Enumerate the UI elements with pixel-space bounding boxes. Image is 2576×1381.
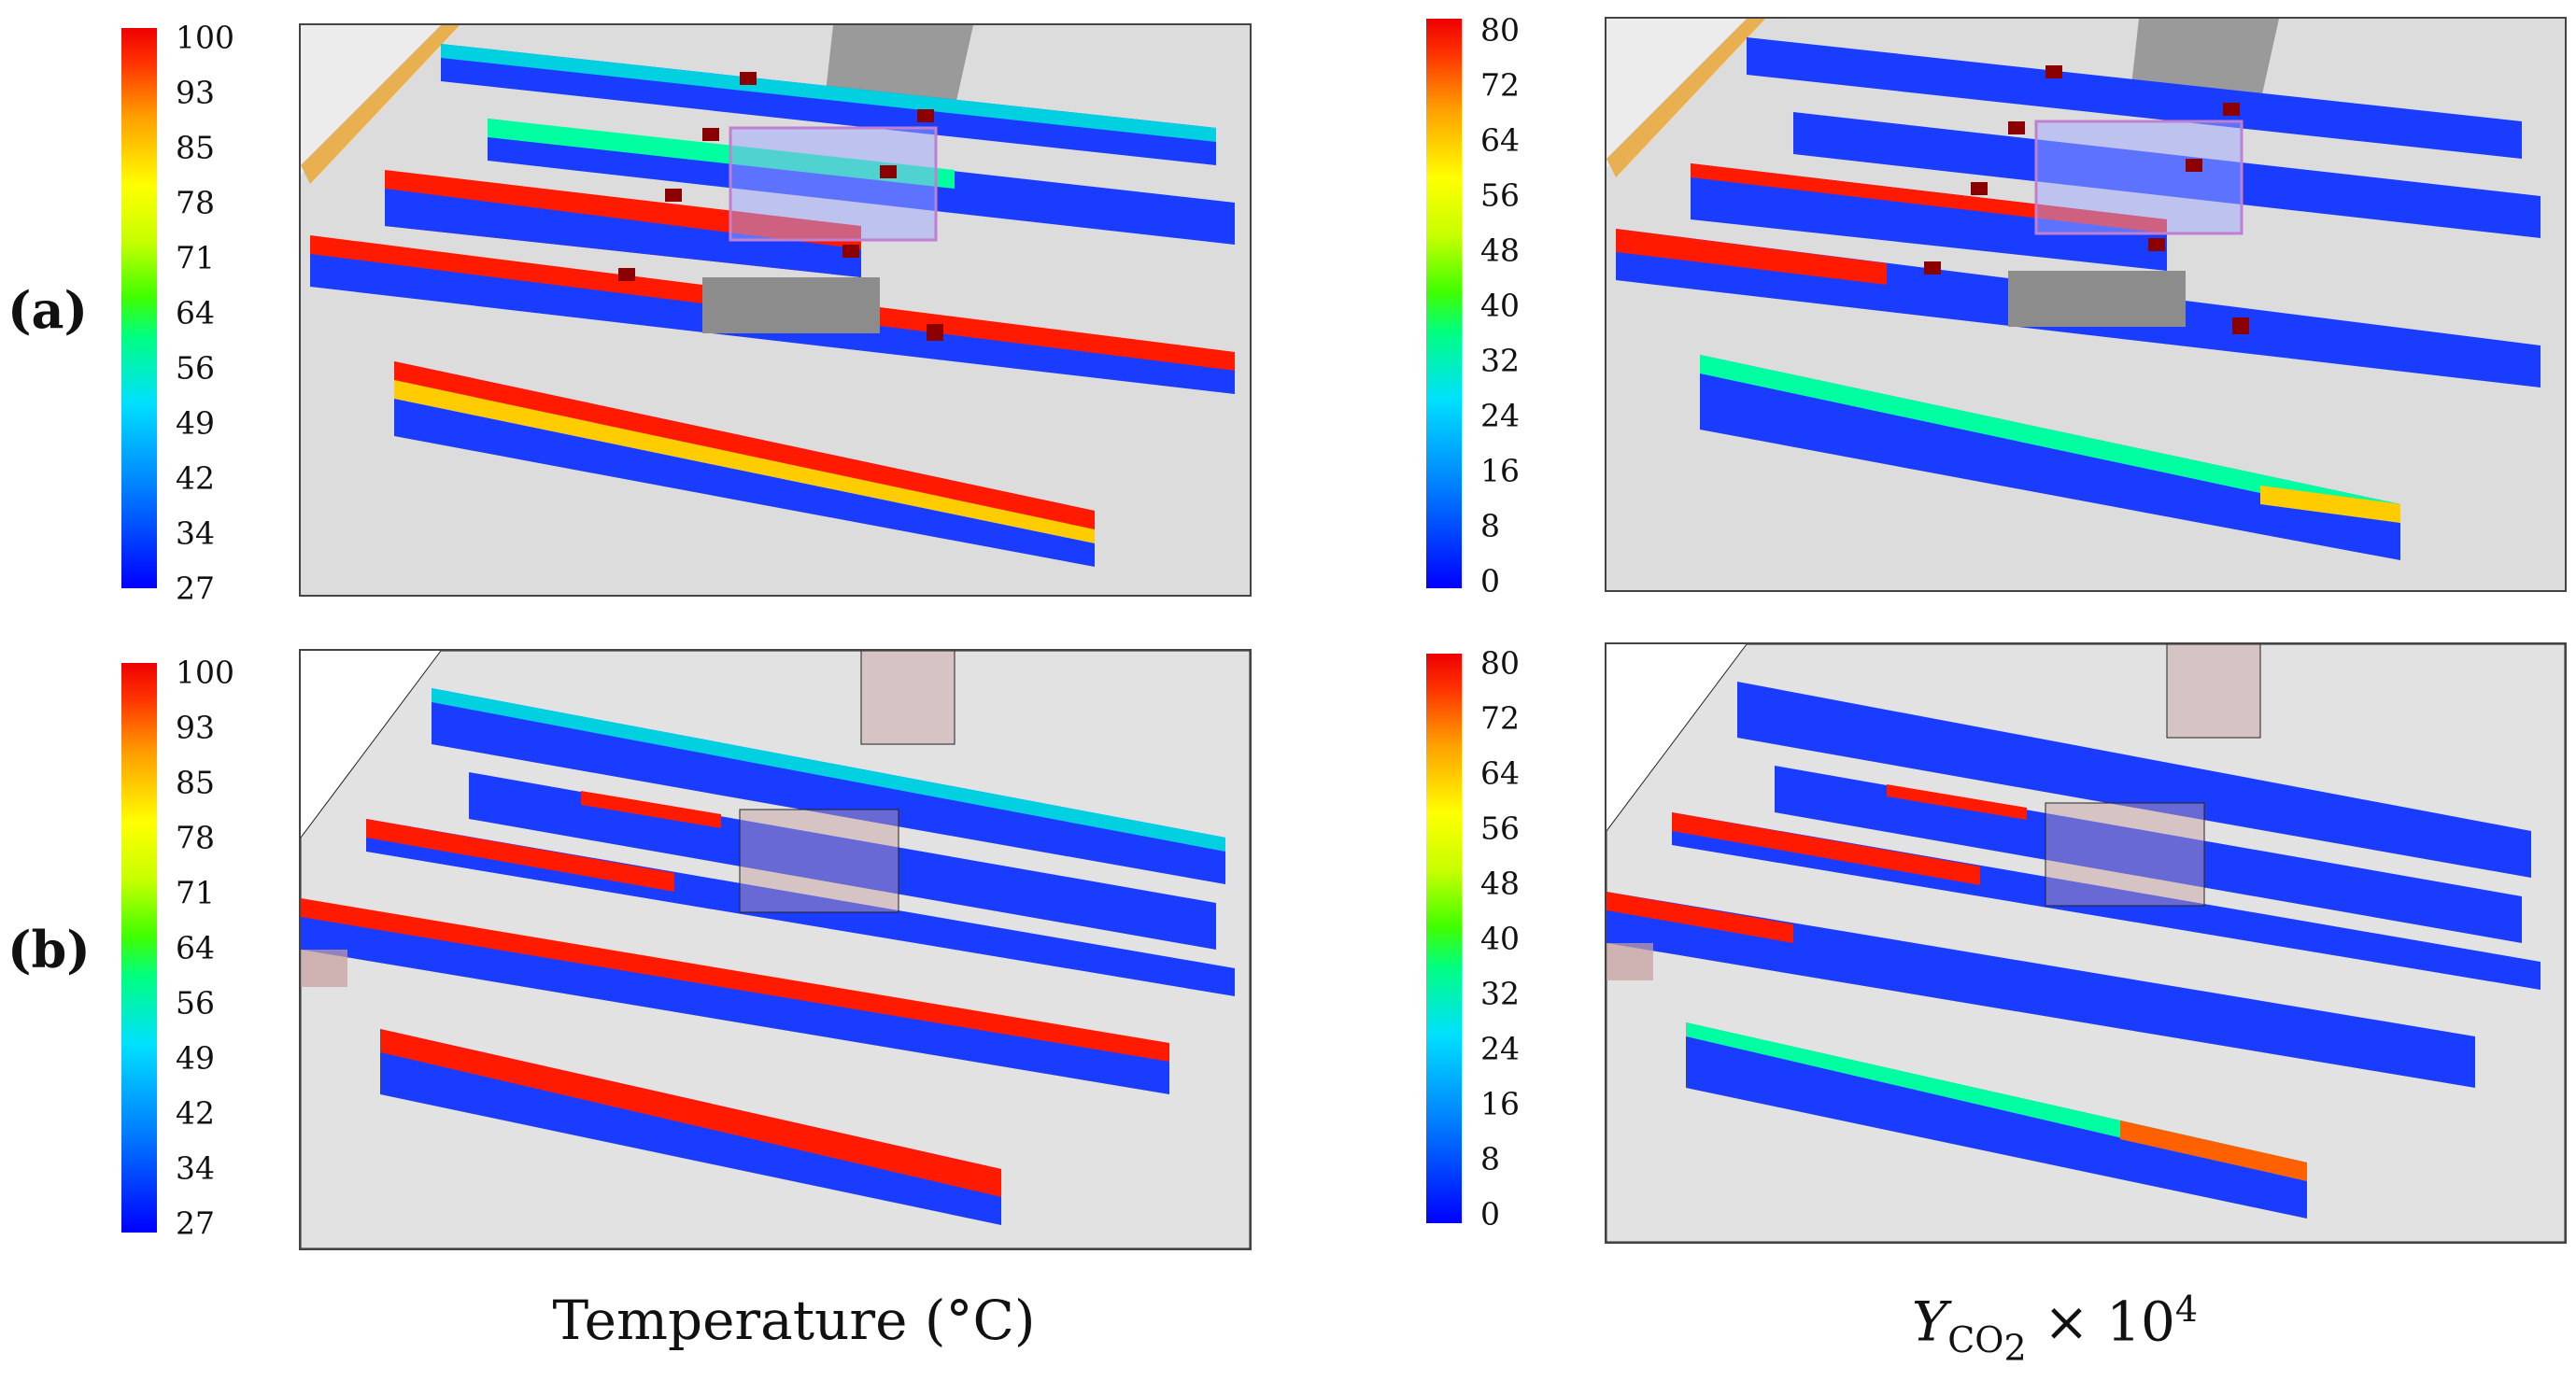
colorbar-tick-label: 40 — [1480, 920, 1520, 957]
colorbar-tick-label: 64 — [1480, 754, 1520, 792]
colorbar-tick-label: 56 — [1480, 810, 1520, 847]
scene-a-co2 — [1606, 19, 2565, 590]
colorbar-tick-label: 42 — [176, 459, 215, 497]
colorbar-tick-label: 71 — [176, 874, 215, 911]
colorbar-tick-label: 49 — [176, 404, 215, 442]
co2-caption-sub: CO — [1947, 1318, 2004, 1360]
colorbar-tick-label: 72 — [1480, 699, 1520, 737]
colorbar-tick-label: 80 — [1480, 644, 1520, 682]
colorbar-tick-label: 34 — [176, 514, 215, 552]
colorbar-tick-label: 64 — [176, 294, 215, 331]
colorbar-tick-label: 64 — [176, 929, 215, 966]
colorbar-tick-label: 71 — [176, 239, 215, 276]
colorbar-tick-label: 40 — [1480, 287, 1520, 324]
colorbar-tick-label: 16 — [1480, 452, 1520, 489]
row-label-a: (a) — [7, 280, 89, 340]
colorbar-tick-label: 93 — [176, 709, 215, 746]
panel-b-temperature — [299, 649, 1252, 1250]
co2-colorbar-b — [1426, 654, 1462, 1223]
colorbar-tick-label: 48 — [1480, 232, 1520, 269]
co2-colorbar-a — [1426, 19, 1462, 588]
colorbar-tick-label: 8 — [1480, 1140, 1500, 1177]
colorbar-tick-label: 32 — [1480, 342, 1520, 379]
temperature-colorbar-a — [121, 28, 157, 588]
colorbar-tick-label: 27 — [176, 1205, 215, 1242]
colorbar-tick-label: 72 — [1480, 66, 1520, 104]
co2-ticks-b: 80 72 64 56 48 40 32 24 16 8 0 — [1480, 648, 1564, 1230]
colorbar-tick-label: 48 — [1480, 865, 1520, 902]
colorbar-tick-label: 16 — [1480, 1085, 1520, 1122]
temperature-ticks-a: 100 93 85 78 71 64 56 49 42 34 27 — [176, 22, 260, 604]
panel-a-co2 — [1605, 17, 2567, 592]
colorbar-tick-label: 24 — [1480, 397, 1520, 434]
colorbar-tick-label: 32 — [1480, 975, 1520, 1012]
colorbar-tick-label: 0 — [1480, 562, 1500, 599]
temperature-ticks-b: 100 93 85 78 71 64 56 49 42 34 27 — [176, 657, 260, 1239]
co2-caption-sub2: 2 — [2003, 1327, 2027, 1369]
colorbar-tick-label: 8 — [1480, 507, 1500, 544]
scene-b-co2 — [1606, 644, 2565, 1242]
row-label-b: (b) — [7, 920, 91, 979]
colorbar-tick-label: 34 — [176, 1149, 215, 1187]
colorbar-tick-label: 93 — [176, 74, 215, 111]
colorbar-tick-label: 24 — [1480, 1030, 1520, 1067]
colorbar-tick-label: 64 — [1480, 121, 1520, 159]
colorbar-tick-label: 85 — [176, 129, 215, 166]
colorbar-tick-label: 100 — [176, 19, 234, 56]
co2-ticks-a: 80 72 64 56 48 40 32 24 16 8 0 — [1480, 15, 1564, 597]
panel-a-temperature — [299, 23, 1252, 597]
colorbar-tick-label: 56 — [1480, 176, 1520, 214]
co2-caption-var: Y — [1911, 1289, 1948, 1354]
colorbar-tick-label: 80 — [1480, 11, 1520, 49]
colorbar-tick-label: 49 — [176, 1039, 215, 1077]
colorbar-tick-label: 56 — [176, 349, 215, 387]
colorbar-tick-label: 42 — [176, 1094, 215, 1132]
panel-b-co2 — [1605, 642, 2567, 1244]
colorbar-tick-label: 56 — [176, 984, 215, 1022]
colorbar-tick-label: 78 — [176, 184, 215, 221]
temperature-colorbar-b — [121, 663, 157, 1233]
scene-b-temperature — [301, 651, 1250, 1248]
colorbar-tick-label: 27 — [176, 570, 215, 607]
temperature-caption: Temperature (°C) — [552, 1289, 1036, 1352]
colorbar-tick-label: 100 — [176, 654, 234, 691]
colorbar-tick-label: 0 — [1480, 1195, 1500, 1233]
co2-caption-times: × 10 — [2044, 1289, 2175, 1354]
colorbar-tick-label: 78 — [176, 819, 215, 856]
colorbar-tick-label: 85 — [176, 764, 215, 801]
scene-a-temperature — [301, 25, 1250, 595]
co2-caption: YCO2 × 104 — [1728, 1289, 2382, 1369]
co2-caption-exp: 4 — [2174, 1289, 2199, 1330]
